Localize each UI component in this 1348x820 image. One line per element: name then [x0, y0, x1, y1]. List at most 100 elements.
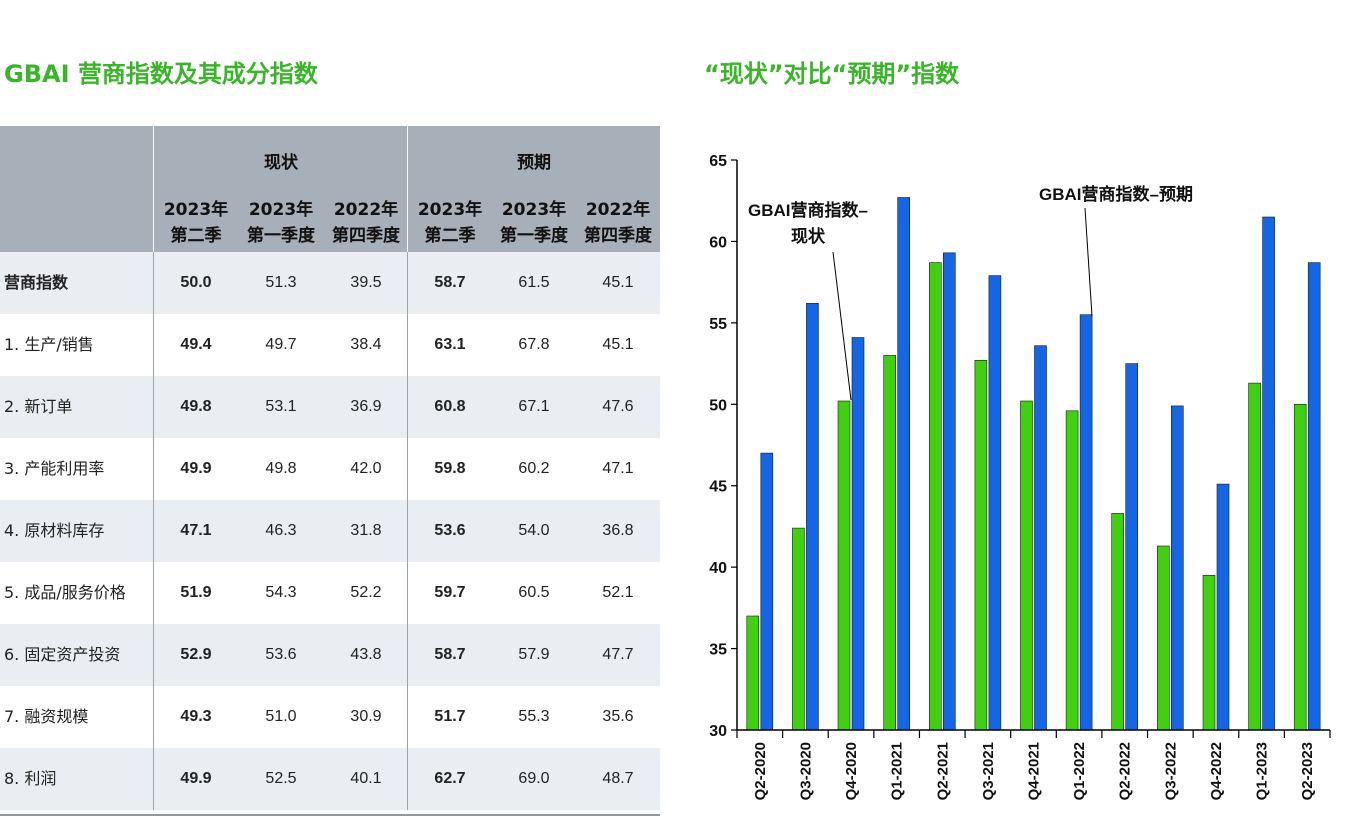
column-divider [153, 748, 154, 810]
table-cell: 51.9 [180, 584, 212, 601]
column-header-year: 2023年 [163, 200, 229, 220]
table-cell: 51.3 [265, 274, 297, 291]
bar-current [974, 360, 988, 731]
annotation-leader [1084, 207, 1093, 317]
table-cell: 57.9 [518, 646, 550, 663]
row-label: 6. 固定资产投资 [4, 645, 121, 664]
table-cell: 35.6 [602, 708, 634, 725]
annotation-current-line2: 现状 [791, 226, 826, 246]
y-tick-label: 55 [709, 316, 727, 333]
column-header: 2022年 第四季度 [576, 197, 660, 249]
table-cell: 60.2 [518, 460, 550, 477]
column-divider [407, 252, 408, 314]
table-cell: 67.8 [518, 336, 550, 353]
table-section-title: GBAI 营商指数及其成分指数 [4, 60, 318, 88]
bar-current [1202, 574, 1216, 731]
annotation-leader [832, 251, 852, 401]
table-cell: 60.8 [434, 398, 466, 415]
y-tick-label: 60 [709, 234, 727, 251]
table-cell: 69.0 [518, 770, 550, 787]
column-header: 2022年第四季度 [324, 197, 408, 249]
y-axis: 30 35 40 45 50 55 60 65 [709, 153, 737, 740]
header-divider [407, 126, 408, 252]
table-cell: 49.8 [265, 460, 297, 477]
table-cell: 42.0 [350, 460, 382, 477]
x-tick-label: Q3-2021 [980, 742, 997, 800]
chart-section-title: “现状”对比“预期”指数 [704, 60, 960, 88]
column-header-quarter: 第二季 [424, 226, 476, 246]
column-header-year: 2023年 [417, 200, 483, 220]
bar-expect [897, 197, 910, 731]
table-cell: 47.1 [602, 460, 634, 477]
bar-expect [1262, 216, 1275, 731]
row-label: 5. 成品/服务价格 [4, 583, 126, 602]
bar-expect [760, 452, 774, 731]
y-tick-label: 30 [709, 723, 727, 740]
table-cell: 61.5 [518, 274, 550, 291]
column-header: 2023年 第一季度 [239, 197, 323, 249]
bar-expect [1079, 314, 1093, 731]
column-header: 2023年第一季度 [492, 197, 576, 249]
bar-current [1065, 410, 1079, 731]
table-cell: 45.1 [602, 336, 634, 353]
column-header-year: 2023年 [501, 200, 567, 220]
table-cell: 59.8 [434, 460, 466, 477]
table-cell: 47.7 [602, 646, 634, 663]
table-cell: 39.5 [350, 274, 382, 291]
column-header-year: 2022年 [585, 200, 651, 220]
table-cell: 49.4 [180, 336, 212, 353]
table-cell: 53.6 [265, 646, 297, 663]
table-cell: 49.8 [180, 398, 212, 415]
table-cell: 30.9 [350, 708, 382, 725]
row-label: 7. 融资规模 [4, 707, 89, 726]
table-cell: 36.9 [350, 398, 382, 415]
column-divider [407, 624, 408, 686]
table-header: 现状 预期 2023年 第二季 2023年 第一季度 2022年 第四季度 2023年 第二季… [0, 126, 660, 252]
table-row: 7. 融资规模 49.3 51.0 30.9 51.7 55.3 35.6 [0, 686, 660, 748]
bar-current [1156, 545, 1170, 731]
column-divider [407, 500, 408, 562]
column-divider [153, 686, 154, 748]
x-tick-label: Q3-2022 [1162, 742, 1179, 800]
table-cell: 60.5 [518, 584, 550, 601]
table-row: 8. 利润 49.9 52.5 40.1 62.7 69.0 48.7 [0, 748, 660, 810]
bar-expect [806, 303, 819, 731]
table-cell: 50.0 [180, 274, 212, 291]
bar-current [746, 615, 760, 731]
table-cell: 58.7 [434, 274, 466, 291]
table-cell: 59.7 [434, 584, 466, 601]
column-header-quarter: 第一季度 [500, 226, 568, 246]
table-cell: 52.1 [602, 584, 634, 601]
x-tick-label: Q3-2020 [797, 742, 814, 800]
header-divider [153, 126, 154, 252]
column-divider [407, 438, 408, 500]
column-header-year: 2022年 [333, 200, 399, 220]
table-cell: 62.7 [434, 770, 466, 787]
bar-expect [1216, 483, 1230, 731]
bar-current [929, 262, 942, 731]
column-divider [407, 314, 408, 376]
table-cell: 52.9 [180, 646, 212, 663]
bar-current [792, 527, 805, 731]
x-tick-label: Q1-2021 [889, 742, 906, 800]
row-label: 2. 新订单 [4, 397, 73, 416]
table-cell: 54.0 [518, 522, 550, 539]
x-tick-label: Q4-2021 [1026, 742, 1043, 800]
table-row: 4. 原材料库存 47.1 46.3 31.8 53.6 54.0 36.8 [0, 500, 660, 562]
bar-current [1111, 513, 1125, 731]
column-divider [153, 500, 154, 562]
table-cell: 40.1 [350, 770, 382, 787]
table-cell: 51.0 [265, 708, 297, 725]
column-divider [407, 748, 408, 810]
table-cell: 38.4 [350, 336, 382, 353]
column-divider [153, 314, 154, 376]
bar-current [1248, 382, 1261, 731]
column-header-quarter: 第四季度 [332, 226, 400, 246]
table-cell: 54.3 [265, 584, 297, 601]
table-cell: 36.8 [602, 522, 634, 539]
bar-expect [1307, 262, 1321, 731]
table-bottom-rule [0, 814, 660, 816]
row-label: 1. 生产/销售 [4, 335, 94, 354]
bar-expect [943, 252, 956, 731]
column-header: 2023年 第二季 [154, 197, 238, 249]
